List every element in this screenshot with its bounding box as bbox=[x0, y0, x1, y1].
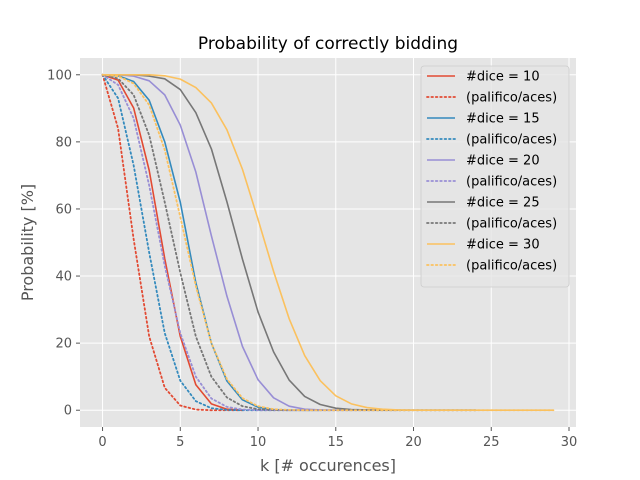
y-tick-label: 0 bbox=[64, 404, 72, 419]
series-lines bbox=[101, 73, 555, 412]
legend-label-8: (palifico/aces) bbox=[466, 217, 557, 232]
x-tick-label: 30 bbox=[561, 435, 578, 450]
chart-title: Probability of correctly bidding bbox=[198, 34, 458, 54]
legend-label-2: (palifico/aces) bbox=[466, 91, 557, 106]
series-line-2 bbox=[101, 73, 244, 412]
y-tick-label: 40 bbox=[55, 270, 72, 285]
y-axis-label: Probability [%] bbox=[18, 184, 37, 301]
legend-label-9: #dice = 30 bbox=[466, 238, 540, 253]
y-tick-label: 80 bbox=[55, 135, 72, 150]
x-axis-label: k [# occurences] bbox=[260, 456, 396, 475]
legend-label-7: #dice = 25 bbox=[466, 196, 540, 211]
legend-label-5: #dice = 20 bbox=[466, 154, 540, 169]
y-tick-label: 20 bbox=[55, 337, 72, 352]
legend-label-10: (palifico/aces) bbox=[466, 259, 557, 274]
legend-label-3: #dice = 15 bbox=[466, 112, 540, 127]
y-tick-label: 60 bbox=[55, 202, 72, 217]
x-tick-label: 10 bbox=[250, 435, 267, 450]
x-tick-label: 15 bbox=[328, 435, 345, 450]
y-tick-label: 100 bbox=[47, 68, 72, 83]
x-tick-label: 25 bbox=[483, 435, 500, 450]
x-axis-ticks: 0 5 10 15 20 25 30 bbox=[98, 427, 577, 450]
series-line-10 bbox=[101, 73, 555, 412]
y-axis-ticks: 0 20 40 60 80 100 bbox=[47, 68, 80, 419]
x-tick-label: 0 bbox=[98, 435, 106, 450]
x-tick-label: 5 bbox=[176, 435, 184, 450]
legend-label-6: (palifico/aces) bbox=[466, 175, 557, 190]
x-tick-label: 20 bbox=[405, 435, 422, 450]
legend: #dice = 10 (palifico/aces) #dice = 15 (pali… bbox=[420, 65, 570, 288]
legend-box bbox=[420, 65, 570, 288]
legend-label-1: #dice = 10 bbox=[466, 70, 540, 85]
legend-label-4: (palifico/aces) bbox=[466, 133, 557, 148]
